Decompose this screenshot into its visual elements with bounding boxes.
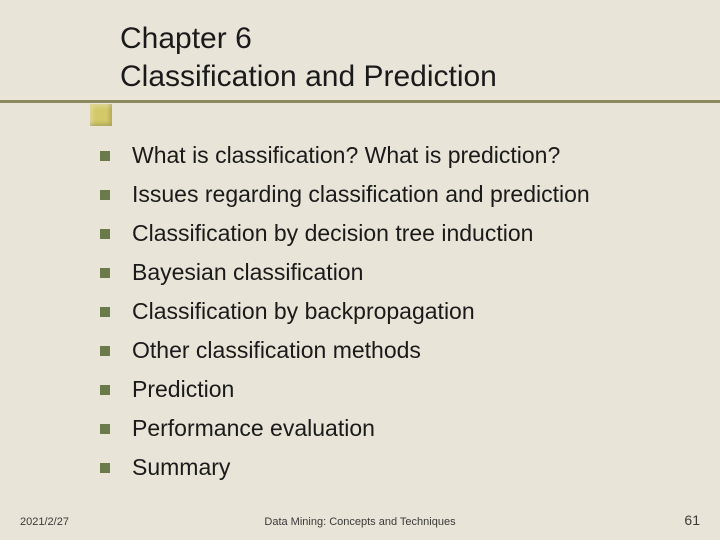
list-item: Classification by decision tree inductio… (100, 218, 680, 249)
bullet-text: Performance evaluation (132, 413, 375, 444)
bullet-text: Prediction (132, 374, 234, 405)
list-item: Prediction (100, 374, 680, 405)
list-item: Other classification methods (100, 335, 680, 366)
bullet-icon (100, 307, 110, 317)
bullet-icon (100, 229, 110, 239)
bullet-text: Classification by backpropagation (132, 296, 475, 327)
list-item: Summary (100, 452, 680, 483)
bullet-icon (100, 424, 110, 434)
bullet-text: What is classification? What is predicti… (132, 140, 560, 171)
list-item: What is classification? What is predicti… (100, 140, 680, 171)
bullet-icon (100, 385, 110, 395)
bullet-list: What is classification? What is predicti… (100, 140, 680, 491)
bullet-text: Summary (132, 452, 230, 483)
bullet-icon (100, 346, 110, 356)
bullet-text: Classification by decision tree inductio… (132, 218, 533, 249)
list-item: Issues regarding classification and pred… (100, 179, 680, 210)
bullet-text: Other classification methods (132, 335, 421, 366)
title-block: Chapter 6 Classification and Prediction (120, 20, 680, 95)
title-line-1: Chapter 6 (120, 20, 680, 58)
bullet-text: Bayesian classification (132, 257, 363, 288)
list-item: Bayesian classification (100, 257, 680, 288)
title-line-2: Classification and Prediction (120, 58, 680, 96)
bullet-icon (100, 268, 110, 278)
slide: Chapter 6 Classification and Prediction … (0, 0, 720, 540)
bullet-icon (100, 463, 110, 473)
list-item: Classification by backpropagation (100, 296, 680, 327)
bullet-icon (100, 151, 110, 161)
list-item: Performance evaluation (100, 413, 680, 444)
footer-center: Data Mining: Concepts and Techniques (0, 516, 720, 528)
bullet-icon (100, 190, 110, 200)
title-underline (0, 100, 720, 103)
bullet-text: Issues regarding classification and pred… (132, 179, 590, 210)
title-accent-square (90, 104, 112, 126)
footer-page-number: 61 (684, 512, 700, 528)
